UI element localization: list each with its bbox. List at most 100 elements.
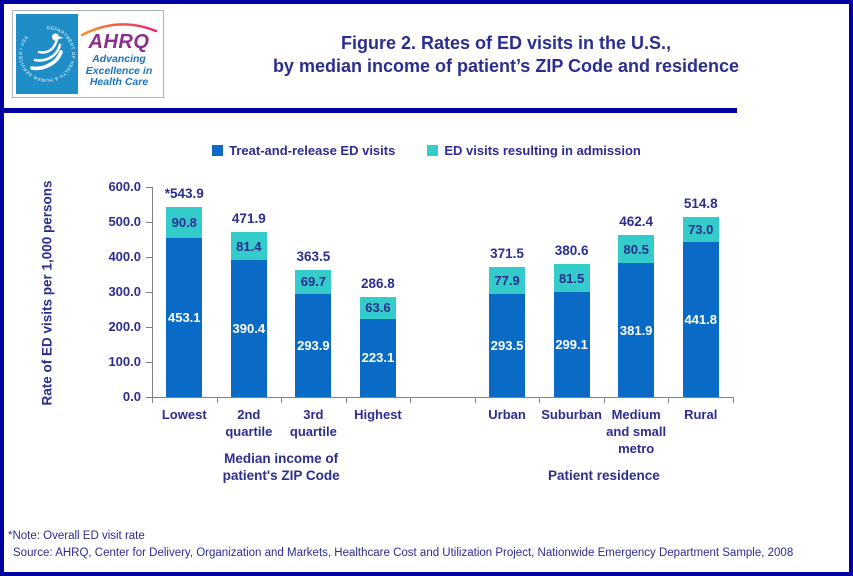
x-category-label-line: 3rd — [303, 407, 324, 422]
y-tick-label: 100.0 — [108, 354, 141, 369]
header-divider — [0, 108, 737, 113]
y-axis-line — [152, 187, 153, 398]
x-tick — [733, 398, 734, 403]
legend-item: ED visits resulting in admission — [427, 143, 641, 158]
bar-value-admission: 73.0 — [688, 222, 714, 238]
bar-total-label: *543.9 — [164, 185, 204, 201]
footnote-source: Source: AHRQ, Center for Delivery, Organ… — [13, 547, 794, 559]
y-tick-label: 500.0 — [108, 214, 141, 229]
bar-total-label: 514.8 — [683, 195, 718, 211]
figure-title-line2: by median income of patient’s ZIP Code a… — [272, 56, 740, 76]
bar-value-admission: 63.6 — [365, 300, 391, 316]
bar-total-label: 462.4 — [619, 214, 654, 230]
hhs-eagle-icon: DEPARTMENT OF HEALTH & HUMAN SERVICES • … — [18, 25, 76, 83]
bar-segment-treat-release: 223.1 — [359, 318, 396, 397]
ahrq-tagline-line3: Health Care — [89, 76, 149, 89]
y-tick — [146, 292, 152, 293]
ahrq-tagline: Advancing Excellence in Health Care — [86, 54, 153, 89]
bar-value-treat-release: 293.5 — [490, 338, 524, 354]
bar-segment-treat-release: 299.1 — [553, 292, 590, 397]
ahrq-tagline-line1: Advancing — [92, 53, 146, 66]
figure-title: Figure 2. Rates of ED visits in the U.S.… — [170, 32, 842, 78]
bar-segment-admission: 73.0 — [682, 216, 719, 243]
bar-segment-admission: 77.9 — [489, 267, 526, 295]
ahrq-tagline-line2: Excellence in — [85, 64, 153, 77]
x-category-label-line: Suburban — [541, 407, 602, 422]
ahrq-arc-icon — [80, 23, 158, 37]
y-tick — [146, 362, 152, 363]
bar-total-label: 380.6 — [554, 242, 589, 258]
x-category-label: Suburban — [525, 406, 619, 423]
bar-value-admission: 90.8 — [171, 215, 197, 230]
x-category-label-line: 2nd — [237, 407, 261, 422]
bar-value-admission: 69.7 — [300, 274, 327, 290]
x-category-label: 2nd quartile — [202, 406, 296, 440]
bar-segment-admission: 81.4 — [230, 231, 267, 261]
y-tick — [146, 187, 152, 188]
x-category-label: Rural — [654, 406, 748, 423]
y-tick-label: 300.0 — [108, 284, 141, 299]
x-category-label-line: Highest — [354, 407, 402, 422]
bar-value-treat-release: 390.4 — [232, 321, 266, 337]
x-category-label-line: quartile — [225, 424, 273, 439]
x-category-label-line: Medium — [611, 407, 661, 422]
bar-value-treat-release: 223.1 — [361, 350, 395, 366]
bar-segment-treat-release: 441.8 — [682, 242, 719, 397]
bar-value-treat-release: 299.1 — [555, 337, 588, 353]
bar-total-label: 286.8 — [361, 275, 395, 291]
bar-segment-admission: 90.8 — [166, 206, 203, 239]
hhs-seal: DEPARTMENT OF HEALTH & HUMAN SERVICES • … — [16, 14, 78, 94]
x-axis-line — [152, 397, 734, 398]
legend-item: Treat-and-release ED visits — [212, 143, 395, 158]
x-tick — [345, 398, 347, 403]
x-category-label-line: Rural — [684, 407, 718, 422]
bar-total-label: 471.9 — [231, 210, 266, 226]
ahrq-wordmark-block: AHRQ Advancing Excellence in Health Care — [78, 14, 160, 94]
ahrq-hhs-logo: DEPARTMENT OF HEALTH & HUMAN SERVICES • … — [12, 10, 164, 98]
y-tick-label: 0.0 — [122, 389, 141, 404]
x-category-label-line: metro — [618, 441, 655, 456]
bar-segment-treat-release: 453.1 — [166, 238, 203, 397]
x-group-label-line: Median income of — [224, 451, 339, 466]
x-category-label: 3rd quartile — [266, 406, 360, 440]
bar-segment-treat-release: 390.4 — [230, 260, 267, 397]
x-group-label-line: Patient residence — [547, 468, 660, 483]
bar-value-admission: 81.5 — [558, 270, 585, 286]
x-tick — [668, 398, 670, 403]
bar-segment-admission: 69.7 — [295, 269, 332, 295]
x-category-label-line: Lowest — [161, 407, 207, 422]
bar-value-treat-release: 441.8 — [684, 312, 717, 328]
x-category-label: Lowest — [137, 406, 231, 423]
bar-segment-admission: 80.5 — [618, 235, 655, 264]
bar-value-admission: 77.9 — [494, 273, 520, 289]
x-category-label: Urban — [460, 406, 554, 423]
footnotes: *Note: Overall ED visit rate Source: AHR… — [8, 529, 793, 561]
y-tick-label: 200.0 — [108, 319, 141, 334]
x-category-label-line: and small — [606, 424, 667, 439]
x-category-label-line: quartile — [289, 424, 337, 439]
bar-total-label: 371.5 — [490, 246, 524, 261]
y-tick-label: 400.0 — [108, 249, 141, 264]
x-tick — [281, 398, 283, 403]
bar-value-admission: 80.5 — [623, 241, 649, 257]
bar-value-treat-release: 453.1 — [167, 310, 201, 326]
x-tick — [474, 398, 476, 403]
legend-swatch-icon — [212, 145, 224, 156]
x-tick — [603, 398, 605, 403]
legend-swatch-icon — [427, 145, 439, 156]
x-category-label-line: Urban — [488, 407, 526, 422]
bar-value-treat-release: 293.9 — [297, 338, 330, 354]
legend-label: ED visits resulting in admission — [444, 143, 641, 158]
y-tick — [146, 257, 152, 258]
figure-title-line1: Figure 2. Rates of ED visits in the U.S.… — [340, 33, 672, 53]
bar-value-treat-release: 381.9 — [619, 322, 653, 338]
bar-segment-admission: 81.5 — [553, 263, 590, 293]
x-tick — [152, 398, 153, 403]
x-category-label: Medium and small metro — [589, 406, 683, 457]
bar-segment-treat-release: 381.9 — [618, 263, 655, 397]
y-tick — [146, 327, 152, 328]
x-group-label: Patient residence — [494, 467, 714, 484]
bar-segment-admission: 63.6 — [359, 296, 396, 319]
y-tick — [146, 397, 152, 398]
